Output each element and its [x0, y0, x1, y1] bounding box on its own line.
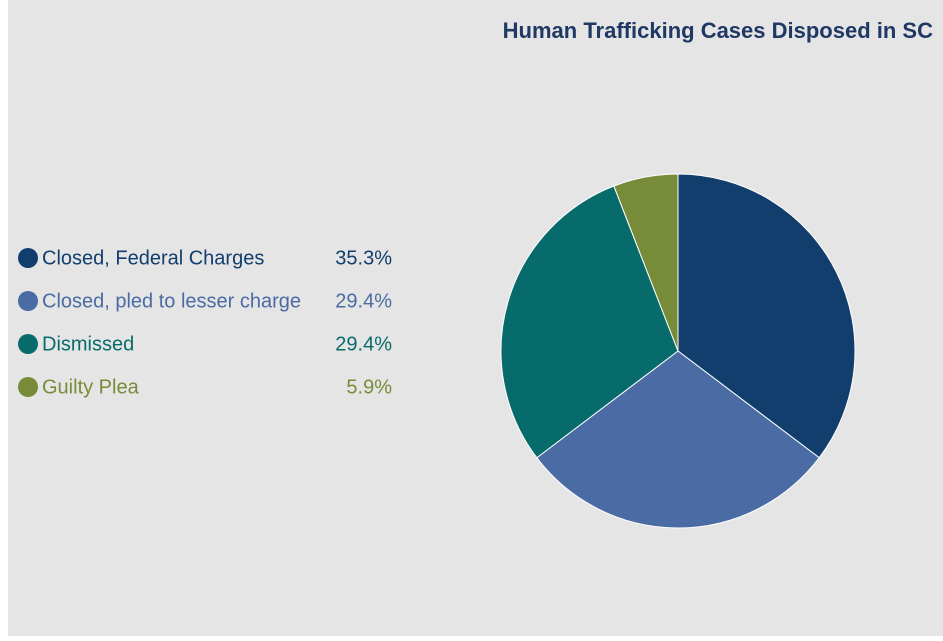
legend-label: Closed, pled to lesser charge: [42, 290, 301, 312]
legend-marker: [18, 377, 38, 397]
legend-marker: [18, 248, 38, 268]
pie-slice: [500, 185, 679, 459]
legend-label: Guilty Plea: [42, 376, 140, 398]
legend-label: Closed, Federal Charges: [42, 247, 264, 269]
legend-value: 5.9%: [346, 376, 392, 398]
legend-value: 35.3%: [335, 247, 392, 269]
pie-slice: [536, 350, 820, 529]
legend-value: 29.4%: [335, 333, 392, 355]
legend-marker: [18, 291, 38, 311]
pie-slice: [613, 173, 679, 352]
pie-slice: [677, 173, 856, 459]
legend-value: 29.4%: [335, 290, 392, 312]
legend-marker: [18, 334, 38, 354]
legend-label: Dismissed: [42, 333, 134, 355]
chart-title: Human Trafficking Cases Disposed in SC: [503, 18, 933, 43]
